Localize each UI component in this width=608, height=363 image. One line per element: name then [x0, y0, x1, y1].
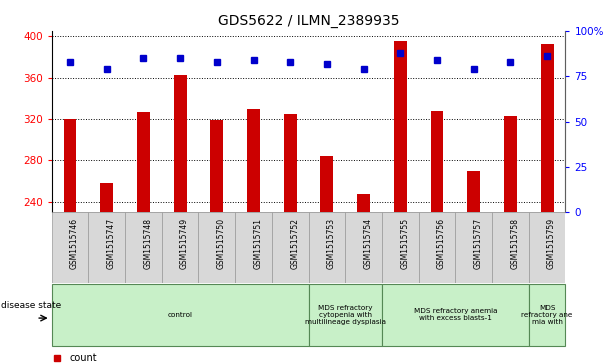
- Bar: [455, 212, 492, 283]
- Text: GSM1515751: GSM1515751: [254, 218, 263, 269]
- Bar: [382, 212, 419, 283]
- Bar: [419, 212, 455, 283]
- Bar: [174, 76, 187, 212]
- Text: disease state: disease state: [1, 301, 61, 310]
- Bar: [247, 109, 260, 212]
- Text: count: count: [70, 352, 97, 363]
- Bar: [394, 41, 407, 212]
- Text: GSM1515752: GSM1515752: [290, 218, 299, 269]
- Bar: [137, 112, 150, 212]
- Text: control: control: [168, 312, 193, 318]
- Bar: [235, 212, 272, 283]
- Bar: [100, 183, 113, 212]
- Bar: [88, 212, 125, 283]
- Bar: [272, 212, 308, 283]
- Text: GSM1515748: GSM1515748: [143, 218, 153, 269]
- Text: GSM1515753: GSM1515753: [327, 218, 336, 269]
- Text: GSM1515754: GSM1515754: [364, 218, 373, 269]
- Text: GSM1515746: GSM1515746: [70, 218, 79, 269]
- Bar: [345, 212, 382, 283]
- Bar: [529, 212, 565, 283]
- Bar: [210, 120, 223, 212]
- Text: GSM1515747: GSM1515747: [107, 218, 116, 269]
- Bar: [504, 116, 517, 212]
- Bar: [492, 212, 529, 283]
- Bar: [541, 44, 553, 212]
- Bar: [198, 212, 235, 283]
- Bar: [308, 212, 345, 283]
- Text: GSM1515756: GSM1515756: [437, 218, 446, 269]
- Bar: [468, 171, 480, 212]
- Bar: [52, 284, 308, 346]
- Text: MDS refractory
cytopenia with
multilineage dysplasia: MDS refractory cytopenia with multilinea…: [305, 305, 385, 325]
- Text: GSM1515750: GSM1515750: [217, 218, 226, 269]
- Bar: [529, 284, 565, 346]
- Bar: [64, 119, 77, 212]
- Text: GSM1515757: GSM1515757: [474, 218, 483, 269]
- Text: GSM1515759: GSM1515759: [547, 218, 556, 269]
- Text: MDS
refractory ane
mia with: MDS refractory ane mia with: [522, 305, 573, 325]
- Bar: [284, 114, 297, 212]
- Text: GSM1515755: GSM1515755: [400, 218, 409, 269]
- Bar: [308, 284, 382, 346]
- Bar: [357, 194, 370, 212]
- Bar: [125, 212, 162, 283]
- Text: GSM1515758: GSM1515758: [510, 218, 519, 269]
- Text: MDS refractory anemia
with excess blasts-1: MDS refractory anemia with excess blasts…: [413, 309, 497, 321]
- Bar: [320, 156, 333, 212]
- Bar: [162, 212, 198, 283]
- Text: GSM1515749: GSM1515749: [180, 218, 189, 269]
- Title: GDS5622 / ILMN_2389935: GDS5622 / ILMN_2389935: [218, 15, 399, 28]
- Bar: [382, 284, 529, 346]
- Bar: [52, 212, 88, 283]
- Bar: [430, 111, 443, 212]
